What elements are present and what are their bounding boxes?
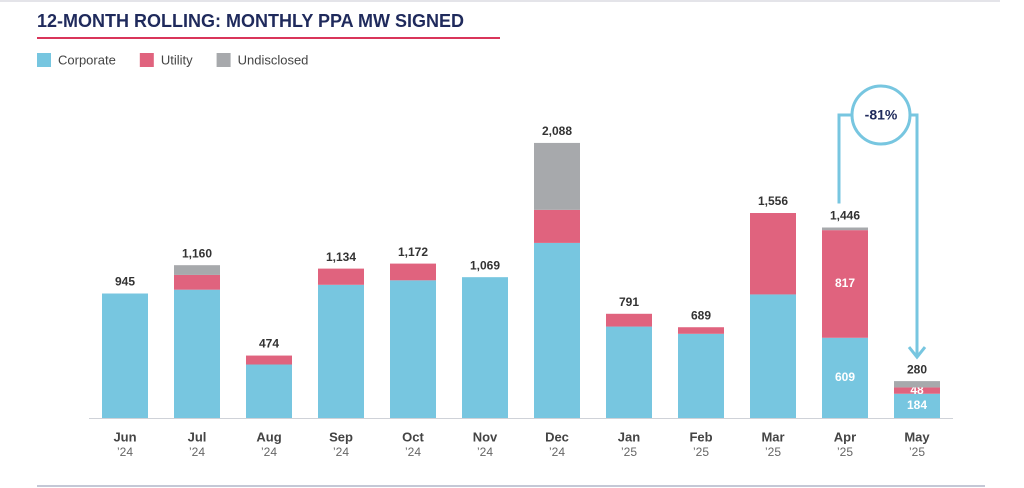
- chart-title: 12-MONTH ROLLING: MONTHLY PPA MW SIGNED: [37, 11, 464, 31]
- bar-segment: [606, 326, 652, 418]
- bar-segment: [318, 284, 364, 418]
- legend-label: Utility: [161, 52, 193, 67]
- x-tick-year: ’25: [621, 445, 637, 459]
- bar-segment: [750, 294, 796, 418]
- total-label: 280: [907, 362, 927, 376]
- x-tick-year: ’24: [477, 445, 493, 459]
- x-tick-label: Oct: [402, 429, 424, 444]
- x-tick-label: Jan: [618, 429, 640, 444]
- total-label: 1,069: [470, 258, 500, 272]
- bar-segment: [390, 263, 436, 281]
- legend-swatch: [37, 53, 51, 67]
- bar-segment: [822, 227, 868, 231]
- x-tick-label: Sep: [329, 429, 353, 444]
- x-tick-label: Jun: [113, 429, 136, 444]
- x-tick-year: ’24: [261, 445, 277, 459]
- bar-segment: [246, 364, 292, 418]
- bar-segment: [894, 381, 940, 388]
- total-label: 1,172: [398, 245, 428, 259]
- x-tick-year: ’24: [333, 445, 349, 459]
- bar-segment: [894, 387, 940, 394]
- annotation-text: -81%: [865, 107, 898, 123]
- x-tick-label: Apr: [834, 429, 856, 444]
- annotation-arrow: [837, 113, 919, 356]
- bar-segment: [894, 393, 940, 418]
- bar-segment: [102, 293, 148, 418]
- total-label: 689: [691, 308, 711, 322]
- x-tick-year: ’24: [405, 445, 421, 459]
- total-label: 474: [259, 337, 279, 351]
- bar-segment: [390, 280, 436, 418]
- bar-segment: [678, 333, 724, 418]
- bar-segment: [174, 274, 220, 290]
- legend-label: Undisclosed: [238, 52, 309, 67]
- x-tick-year: ’25: [837, 445, 853, 459]
- x-tick-label: May: [904, 429, 930, 444]
- x-tick-label: Feb: [689, 429, 712, 444]
- total-label: 791: [619, 295, 639, 309]
- x-tick-year: ’24: [549, 445, 565, 459]
- x-tick-year: ’24: [189, 445, 205, 459]
- total-label: 2,088: [542, 124, 572, 138]
- segment-label: 184: [907, 398, 927, 412]
- total-label: 1,134: [326, 250, 356, 264]
- bar-segment: [750, 213, 796, 295]
- segment-label: 817: [835, 276, 855, 290]
- x-tick-label: Mar: [761, 429, 784, 444]
- legend-swatch: [139, 53, 154, 67]
- x-tick-year: ’24: [117, 445, 133, 459]
- bar-segment: [462, 277, 508, 418]
- arrow-head: [907, 346, 927, 360]
- total-label: 1,556: [758, 194, 788, 208]
- bar-segment: [678, 327, 724, 334]
- bar-segment: [174, 289, 220, 418]
- total-label: 1,446: [830, 209, 860, 223]
- bar-segment: [534, 209, 580, 243]
- x-tick-label: Nov: [473, 429, 498, 444]
- bar-segment: [534, 242, 580, 418]
- bar-segment: [534, 142, 580, 210]
- bar-segment: [822, 230, 868, 338]
- bar-segment: [822, 337, 868, 418]
- bar-segment: [318, 268, 364, 285]
- total-label: 1,160: [182, 246, 212, 260]
- x-tick-label: Dec: [545, 429, 569, 444]
- x-tick-label: Jul: [188, 429, 207, 444]
- legend-label: Corporate: [58, 52, 116, 67]
- bar-segment: [606, 313, 652, 327]
- legend-swatch: [216, 53, 231, 67]
- annotation-circle: [850, 84, 912, 146]
- x-tick-year: ’25: [765, 445, 781, 459]
- x-tick-year: ’25: [693, 445, 709, 459]
- total-label: 945: [115, 275, 135, 289]
- x-tick-label: Aug: [256, 429, 281, 444]
- bar-segment: [246, 355, 292, 365]
- x-tick-year: ’25: [909, 445, 925, 459]
- segment-label: 609: [835, 370, 855, 384]
- bar-segment: [174, 265, 220, 275]
